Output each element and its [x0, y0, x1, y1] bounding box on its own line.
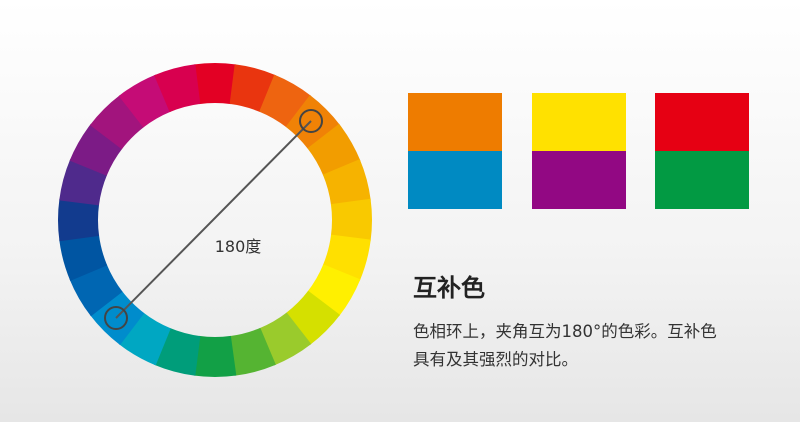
- wheel-segment: [118, 74, 171, 128]
- swatch-red: [655, 93, 749, 151]
- wheel-segment: [330, 198, 372, 242]
- wheel-segment: [89, 94, 145, 150]
- description-line-1: 色相环上，夹角互为180°的色彩。互补色: [413, 322, 717, 341]
- angle-label: 180度: [215, 237, 262, 256]
- swatch-orange: [408, 93, 502, 151]
- wheel-segment: [69, 264, 123, 317]
- wheel-segment: [154, 64, 201, 113]
- description-text: 色相环上，夹角互为180°的色彩。互补色 具有及其强烈的对比。: [413, 318, 783, 374]
- wheel-segment: [307, 123, 361, 176]
- description-line-2: 具有及其强烈的对比。: [413, 350, 578, 369]
- wheel-segment: [307, 264, 361, 317]
- wheel-segment: [69, 123, 123, 176]
- wheel-segment: [193, 62, 237, 105]
- marker-circle-orange: [299, 109, 323, 133]
- swatch-green: [655, 151, 749, 209]
- complementary-diameter-line: [115, 120, 312, 319]
- color-wheel-segments: [58, 62, 372, 377]
- wheel-segment: [322, 159, 371, 206]
- wheel-segment: [259, 74, 312, 128]
- wheel-segment: [193, 335, 237, 377]
- swatch-yellow: [532, 93, 626, 151]
- swatch-blue: [408, 151, 502, 209]
- wheel-segment: [285, 94, 341, 150]
- wheel-segment: [285, 290, 341, 346]
- swatch-purple: [532, 151, 626, 209]
- heading-complementary-colors: 互补色: [413, 274, 485, 302]
- wheel-segment: [58, 198, 100, 242]
- wheel-segment: [118, 312, 171, 366]
- wheel-segment: [229, 327, 276, 376]
- marker-circle-blue: [104, 306, 128, 330]
- wheel-segment: [59, 234, 108, 281]
- wheel-segment: [259, 312, 312, 366]
- color-wheel: 180度: [58, 62, 372, 377]
